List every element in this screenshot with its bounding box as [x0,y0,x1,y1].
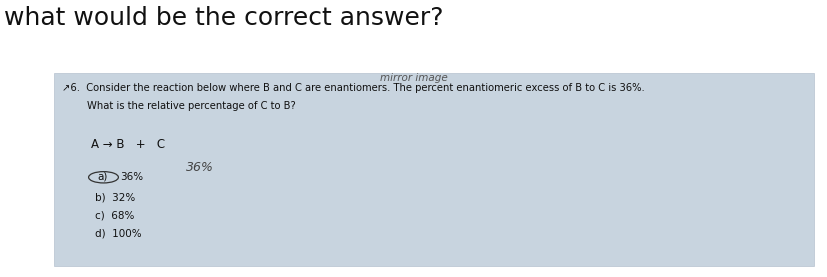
Text: b)  32%: b) 32% [95,193,136,202]
Text: what would be the correct answer?: what would be the correct answer? [4,6,443,30]
Text: 36%: 36% [186,161,214,174]
Text: ↗6.  Consider the reaction below where B and C are enantiomers. The percent enan: ↗6. Consider the reaction below where B … [62,83,644,93]
Text: c)  68%: c) 68% [95,211,135,220]
Text: 36%: 36% [120,172,143,182]
FancyBboxPatch shape [54,73,813,266]
Text: What is the relative percentage of C to B?: What is the relative percentage of C to … [62,101,295,111]
Text: d)  100%: d) 100% [95,229,141,238]
Text: a): a) [97,172,108,182]
Text: mirror image: mirror image [380,73,447,83]
Text: A → B   +   C: A → B + C [91,138,165,152]
